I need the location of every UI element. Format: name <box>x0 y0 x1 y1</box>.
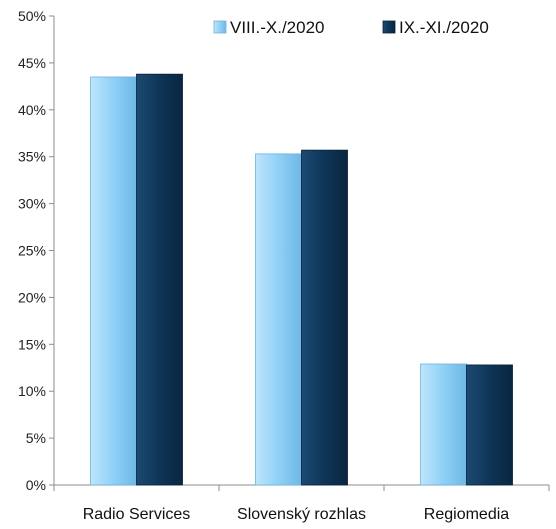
legend-swatch <box>213 20 227 34</box>
legend-label: IX.-XI./2020 <box>399 18 489 37</box>
y-tick-label: 45% <box>18 55 46 71</box>
y-tick-label: 15% <box>18 336 46 352</box>
y-tick-label: 35% <box>18 149 46 165</box>
bar-0-1 <box>136 73 183 486</box>
bar-2-1 <box>466 364 513 486</box>
bar-1-0 <box>255 153 302 486</box>
y-tick-label: 25% <box>18 243 46 259</box>
x-tick-label: Regiomedia <box>424 506 509 523</box>
y-tick-label: 5% <box>26 430 46 446</box>
bar-1-1 <box>301 149 348 486</box>
y-tick-label: 0% <box>26 477 46 493</box>
y-tick-label: 10% <box>18 383 46 399</box>
x-tick-label: Slovenský rozhlas <box>237 506 366 523</box>
bar-2-0 <box>420 363 467 486</box>
y-tick-label: 50% <box>18 8 46 24</box>
y-tick-label: 20% <box>18 289 46 305</box>
legend-swatch <box>382 20 396 34</box>
y-tick-label: 30% <box>18 196 46 212</box>
bars <box>90 73 513 486</box>
x-tick-label: Radio Services <box>83 506 191 523</box>
y-tick-label: 40% <box>18 102 46 118</box>
legend: VIII.-X./2020 IX.-XI./2020 <box>213 18 489 37</box>
axis-labels: 0% 5% 10% 15% 20% 25% 30% 35% 40% 45% 50% Radio Ser… <box>18 8 509 523</box>
bar-0-0 <box>90 76 137 486</box>
legend-label: VIII.-X./2020 <box>230 18 325 37</box>
